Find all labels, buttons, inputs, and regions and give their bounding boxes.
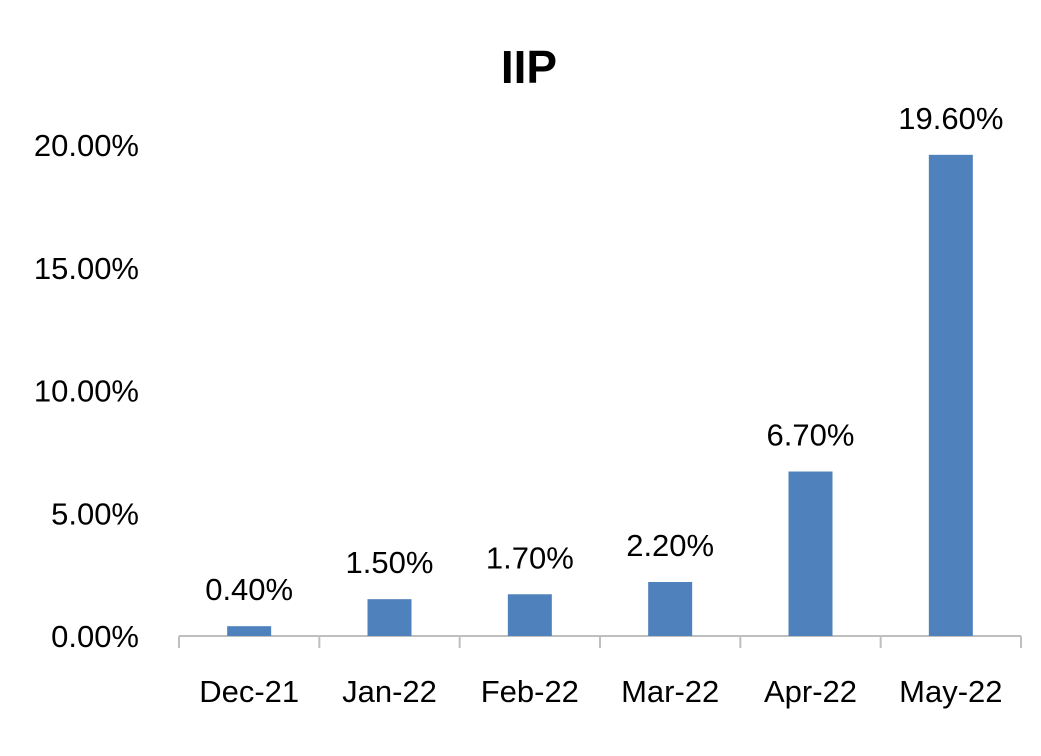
x-tick-label: Dec-21: [199, 674, 299, 709]
x-axis: Dec-21 Jan-22 Feb-22 Mar-22 Apr-22 May-22: [178, 635, 1022, 709]
y-tick-label: 10.00%: [34, 374, 139, 409]
x-tick-label: May-22: [899, 674, 1002, 709]
bar: [648, 581, 693, 636]
y-tick-label: 0.00%: [51, 619, 139, 654]
data-label: 1.50%: [346, 545, 434, 580]
x-tick-label: Mar-22: [621, 674, 719, 709]
bar: [227, 626, 272, 636]
data-label: 19.60%: [898, 101, 1003, 136]
y-tick-label: 5.00%: [51, 496, 139, 531]
x-tick-label: Feb-22: [481, 674, 579, 709]
x-tick-label: Jan-22: [342, 674, 437, 709]
data-labels: 0.40% 1.50% 1.70% 2.20% 6.70% 19.60%: [205, 101, 1003, 607]
bar: [928, 154, 973, 636]
chart-title: IIP: [501, 41, 557, 93]
y-tick-label: 15.00%: [34, 251, 139, 286]
y-tick-label: 20.00%: [34, 128, 139, 163]
x-tick-label: Apr-22: [764, 674, 857, 709]
bar-series: [227, 154, 973, 636]
bar: [367, 599, 412, 636]
data-label: 2.20%: [626, 528, 714, 563]
data-label: 6.70%: [767, 418, 855, 453]
bar: [788, 471, 833, 636]
bar: [507, 594, 552, 636]
data-label: 0.40%: [205, 572, 293, 607]
y-axis: 0.00% 5.00% 10.00% 15.00% 20.00%: [34, 128, 139, 654]
data-label: 1.70%: [486, 540, 574, 575]
